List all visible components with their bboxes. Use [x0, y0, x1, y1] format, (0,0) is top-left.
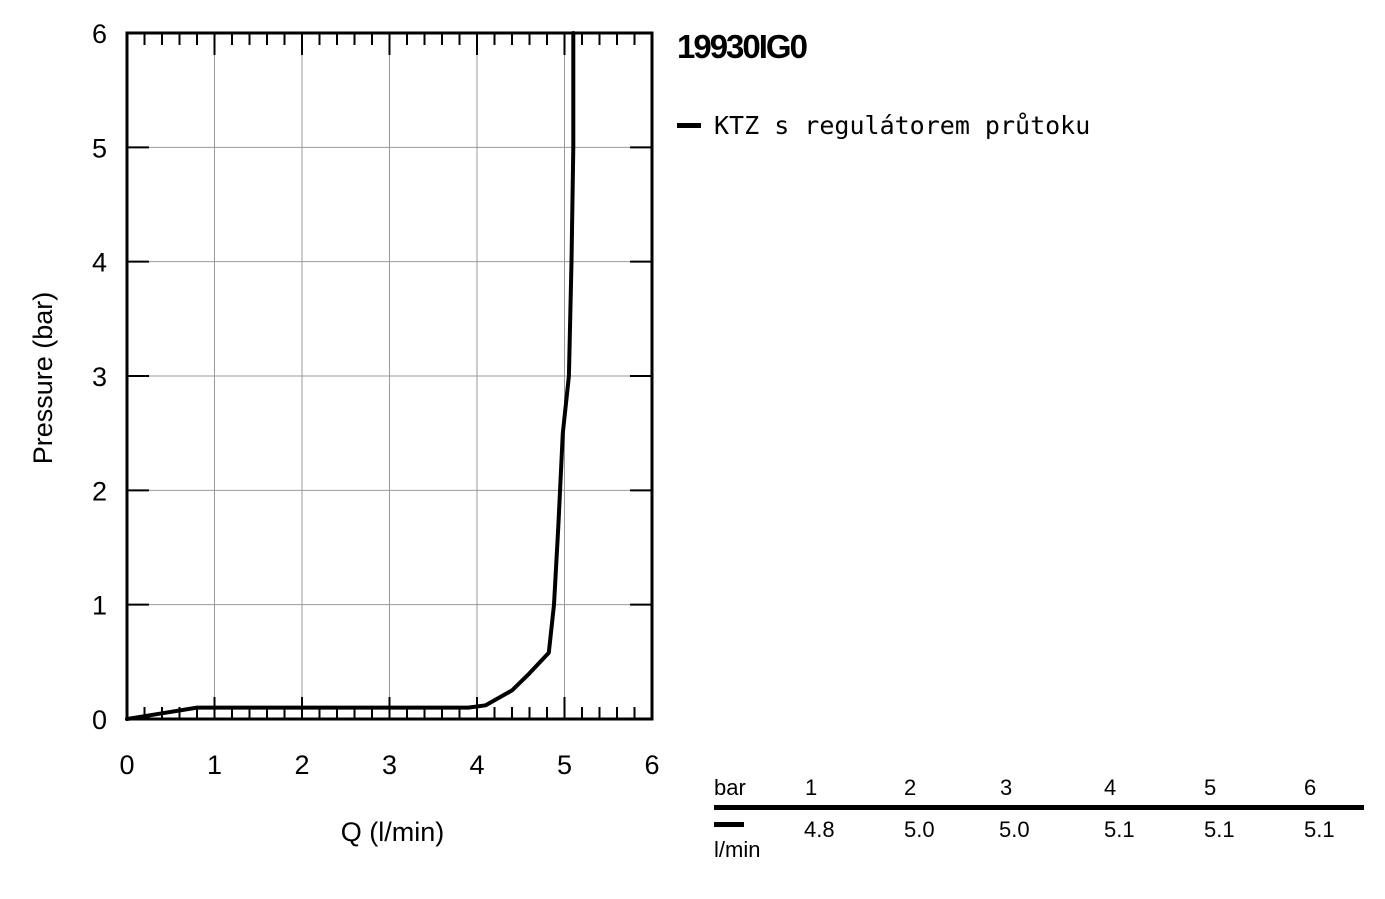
legend-label: KTZ s regulátorem průtoku [714, 111, 1091, 140]
x-tick-label: 6 [644, 750, 659, 780]
table-series-swatch [714, 822, 744, 827]
table-flow-cell: 4.8 [804, 817, 835, 842]
table-flow-cell: 5.1 [1204, 817, 1235, 842]
table-header-row: bar 1 2 3 4 5 6 [714, 775, 1364, 805]
x-tick-label: 1 [207, 750, 222, 780]
x-tick-label: 0 [119, 750, 134, 780]
table-pressure-cell: 4 [1104, 775, 1117, 800]
plot-frame [125, 31, 654, 721]
series-line [125, 31, 576, 721]
x-tick-label: 5 [557, 750, 572, 780]
x-tick-label: 4 [469, 750, 484, 780]
table-pressure-cell: 3 [1000, 775, 1013, 800]
table-flow-cell: 5.0 [999, 817, 1030, 842]
table-pressure-cell: 5 [1204, 775, 1217, 800]
y-tick-label: 3 [92, 362, 107, 392]
legend-swatch [677, 123, 701, 128]
x-tick-label: 2 [294, 750, 309, 780]
table-flow-cell: 5.1 [1304, 817, 1335, 842]
chart-title: 19930IG0 [677, 28, 808, 65]
table-flow-unit: l/min [714, 837, 761, 862]
legend: KTZ s regulátorem průtoku [677, 111, 1090, 140]
y-axis-label: Pressure (bar) [28, 292, 58, 465]
table-pressure-unit: bar [714, 775, 746, 800]
y-tick-label: 2 [92, 476, 107, 506]
x-tick-label: 3 [382, 750, 397, 780]
table-pressure-cell: 2 [904, 775, 917, 800]
x-axis-label: Q (l/min) [341, 817, 445, 847]
table-rule [714, 805, 1364, 810]
table-pressure-cell: 1 [805, 775, 818, 800]
table-flow-cell: 5.0 [904, 817, 935, 842]
table-pressure-cell: 6 [1304, 775, 1317, 800]
data-table: bar 1 2 3 4 5 6 4.8 5.0 5.0 5.1 5.1 5.1 … [714, 775, 1364, 862]
table-flow-row: 4.8 5.0 5.0 5.1 5.1 5.1 [714, 810, 1364, 842]
y-tick-label: 5 [92, 133, 107, 163]
y-tick-label: 6 [92, 19, 107, 49]
y-tick-label: 1 [92, 591, 107, 621]
y-tick-label: 0 [92, 705, 107, 735]
flow-chart: 0 1 2 3 4 5 6 0 1 2 3 4 5 6 Q (l/min) Pressure (bar) [28, 19, 660, 847]
table-flow-cell: 5.1 [1104, 817, 1135, 842]
y-tick-label: 4 [92, 248, 107, 278]
